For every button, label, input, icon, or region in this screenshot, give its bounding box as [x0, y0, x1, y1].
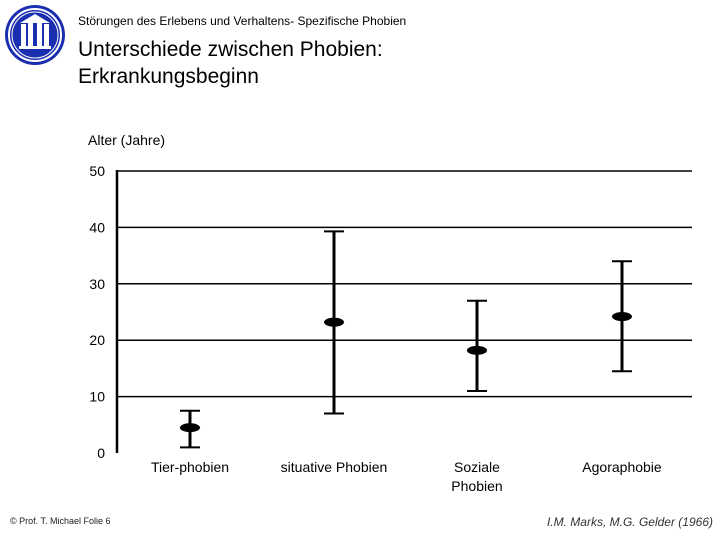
mean-point-0	[180, 423, 200, 433]
mean-point-3	[612, 312, 632, 322]
y-tick-label-30: 30	[89, 276, 105, 292]
mean-point-2	[467, 345, 487, 355]
x-tick-label-2-1: Phobien	[451, 478, 502, 494]
y-tick-label-20: 20	[89, 332, 105, 348]
y-tick-label-40: 40	[89, 219, 105, 235]
x-tick-label-1-0: situative Phobien	[281, 459, 388, 475]
footer-copyright: © Prof. T. Michael Folie 6	[10, 516, 111, 526]
slide-title-line-2: Erkrankungsbeginn	[78, 65, 259, 88]
slide-title-line-1: Unterschiede zwischen Phobien:	[78, 38, 383, 61]
slide-subtitle: Störungen des Erlebens und Verhaltens- S…	[78, 14, 407, 28]
footer-source: I.M. Marks, M.G. Gelder (1966)	[546, 515, 713, 529]
y-tick-label-10: 10	[89, 389, 105, 405]
y-tick-label-50: 50	[89, 163, 105, 179]
slide-title: Unterschiede zwischen Phobien: Erkrankun…	[78, 36, 383, 90]
mean-point-1	[324, 317, 344, 327]
university-seal-icon	[5, 5, 65, 65]
x-tick-label-2-0: Soziale	[454, 459, 500, 475]
y-tick-label-0: 0	[97, 445, 105, 461]
x-tick-label-3-0: Agoraphobie	[582, 459, 662, 475]
x-tick-label-0-0: Tier-phobien	[151, 459, 229, 475]
y-axis-label: Alter (Jahre)	[88, 132, 165, 148]
